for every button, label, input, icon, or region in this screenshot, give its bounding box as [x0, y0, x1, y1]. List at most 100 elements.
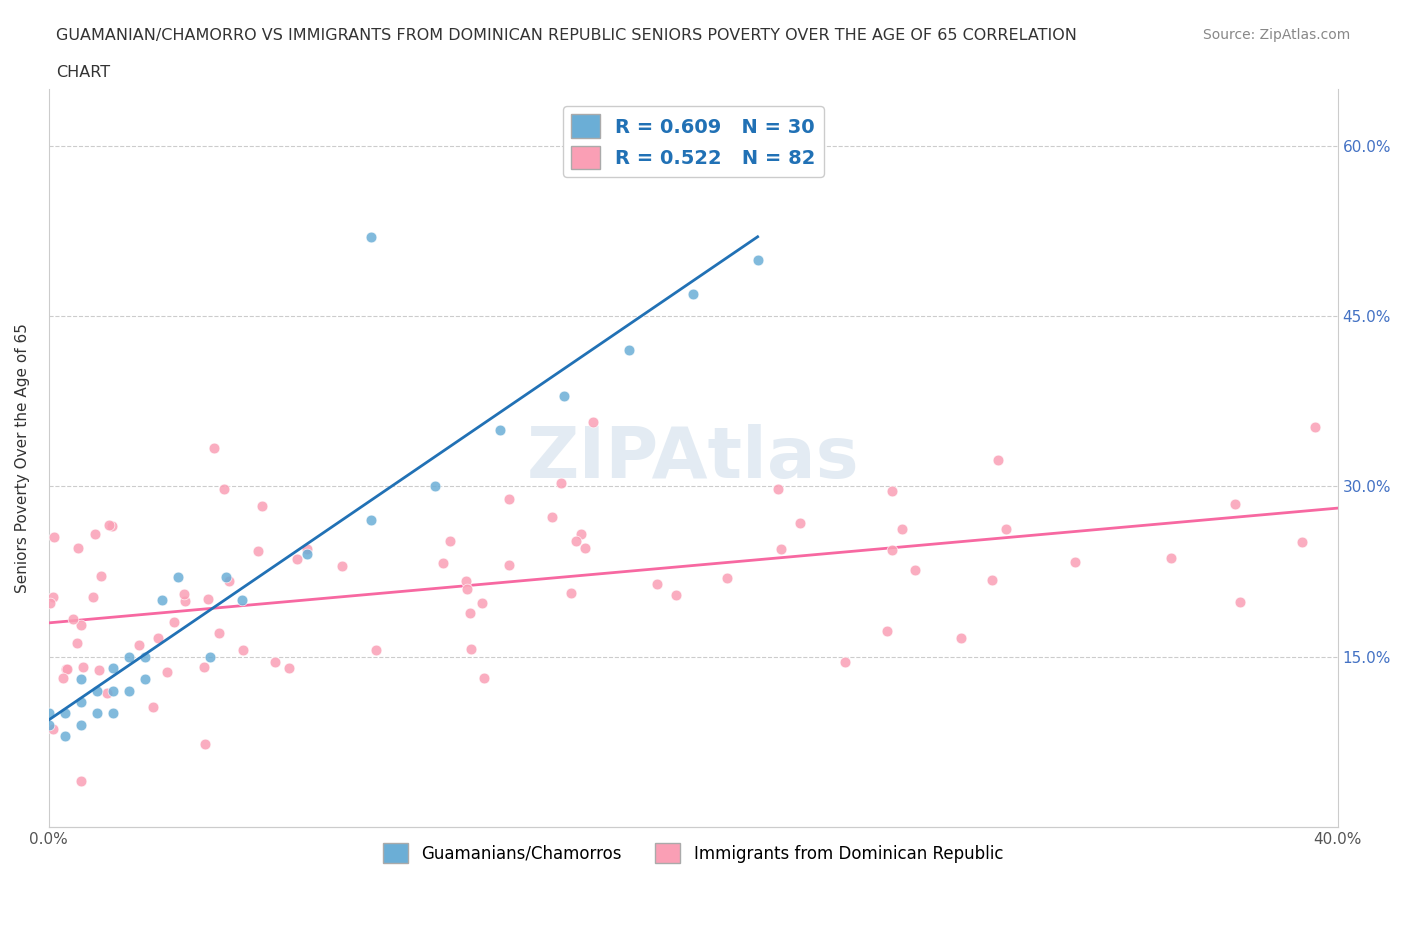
- Point: [86, 684, 108, 698]
- Point: [51, 671, 73, 685]
- Point: [215, 570, 238, 585]
- Point: [645, 576, 668, 591]
- Point: [617, 343, 640, 358]
- Point: [553, 388, 575, 403]
- Point: [232, 643, 254, 658]
- Point: [789, 516, 811, 531]
- Point: [770, 542, 793, 557]
- Point: [295, 541, 318, 556]
- Text: GUAMANIAN/CHAMORRO VS IMMIGRANTS FROM DOMINICAN REPUBLIC SENIORS POVERTY OVER TH: GUAMANIAN/CHAMORRO VS IMMIGRANTS FROM DO…: [56, 28, 1077, 43]
- Point: [834, 655, 856, 670]
- Point: [142, 699, 165, 714]
- Point: [987, 453, 1010, 468]
- Point: [231, 592, 253, 607]
- Point: [72, 660, 94, 675]
- Y-axis label: Seniors Poverty Over the Age of 65: Seniors Poverty Over the Age of 65: [15, 323, 30, 593]
- Point: [42, 590, 65, 604]
- Point: [198, 649, 221, 664]
- Text: ZIPAtlas: ZIPAtlas: [527, 423, 859, 493]
- Point: [432, 556, 454, 571]
- Point: [980, 572, 1002, 587]
- Point: [55, 661, 77, 676]
- Point: [949, 631, 972, 646]
- Point: [87, 663, 110, 678]
- Point: [582, 415, 605, 430]
- Point: [70, 774, 93, 789]
- Point: [1229, 594, 1251, 609]
- Point: [456, 581, 478, 596]
- Point: [62, 612, 84, 627]
- Point: [882, 543, 904, 558]
- Point: [166, 570, 188, 585]
- Point: [360, 230, 382, 245]
- Point: [134, 649, 156, 664]
- Point: [278, 660, 301, 675]
- Point: [194, 737, 217, 751]
- Point: [360, 513, 382, 528]
- Point: [250, 498, 273, 513]
- Point: [84, 526, 107, 541]
- Point: [70, 717, 93, 732]
- Point: [66, 635, 89, 650]
- Point: [70, 618, 93, 632]
- Point: [146, 631, 169, 645]
- Point: [489, 422, 512, 437]
- Point: [86, 706, 108, 721]
- Point: [569, 526, 592, 541]
- Text: Source: ZipAtlas.com: Source: ZipAtlas.com: [1202, 28, 1350, 42]
- Point: [264, 655, 287, 670]
- Point: [876, 624, 898, 639]
- Point: [1064, 554, 1087, 569]
- Point: [564, 534, 586, 549]
- Point: [103, 706, 125, 721]
- Point: [66, 541, 89, 556]
- Point: [100, 519, 122, 534]
- Point: [134, 671, 156, 686]
- Point: [330, 559, 353, 574]
- Point: [155, 665, 177, 680]
- Point: [163, 615, 186, 630]
- Point: [174, 594, 197, 609]
- Point: [70, 671, 93, 686]
- Point: [56, 661, 79, 676]
- Text: CHART: CHART: [56, 65, 110, 80]
- Legend: Guamanians/Chamorros, Immigrants from Dominican Republic: Guamanians/Chamorros, Immigrants from Do…: [377, 836, 1010, 870]
- Point: [90, 569, 112, 584]
- Point: [70, 695, 93, 710]
- Point: [366, 643, 388, 658]
- Point: [42, 529, 65, 544]
- Point: [39, 596, 62, 611]
- Point: [247, 543, 270, 558]
- Point: [995, 522, 1018, 537]
- Point: [103, 684, 125, 698]
- Point: [498, 491, 520, 506]
- Point: [425, 479, 447, 494]
- Point: [103, 660, 125, 675]
- Point: [53, 706, 76, 721]
- Point: [540, 510, 562, 525]
- Point: [471, 596, 494, 611]
- Point: [747, 252, 769, 267]
- Point: [82, 590, 104, 604]
- Point: [1160, 551, 1182, 565]
- Point: [891, 521, 914, 536]
- Point: [766, 482, 789, 497]
- Point: [97, 517, 120, 532]
- Point: [903, 562, 925, 577]
- Point: [295, 547, 318, 562]
- Point: [118, 684, 141, 698]
- Point: [882, 484, 904, 498]
- Point: [193, 659, 215, 674]
- Point: [1303, 419, 1326, 434]
- Point: [212, 482, 235, 497]
- Point: [96, 685, 118, 700]
- Point: [550, 475, 572, 490]
- Point: [456, 574, 478, 589]
- Point: [682, 286, 704, 301]
- Point: [458, 606, 481, 621]
- Point: [218, 574, 240, 589]
- Point: [560, 586, 582, 601]
- Point: [285, 551, 308, 566]
- Point: [1291, 535, 1313, 550]
- Point: [439, 534, 461, 549]
